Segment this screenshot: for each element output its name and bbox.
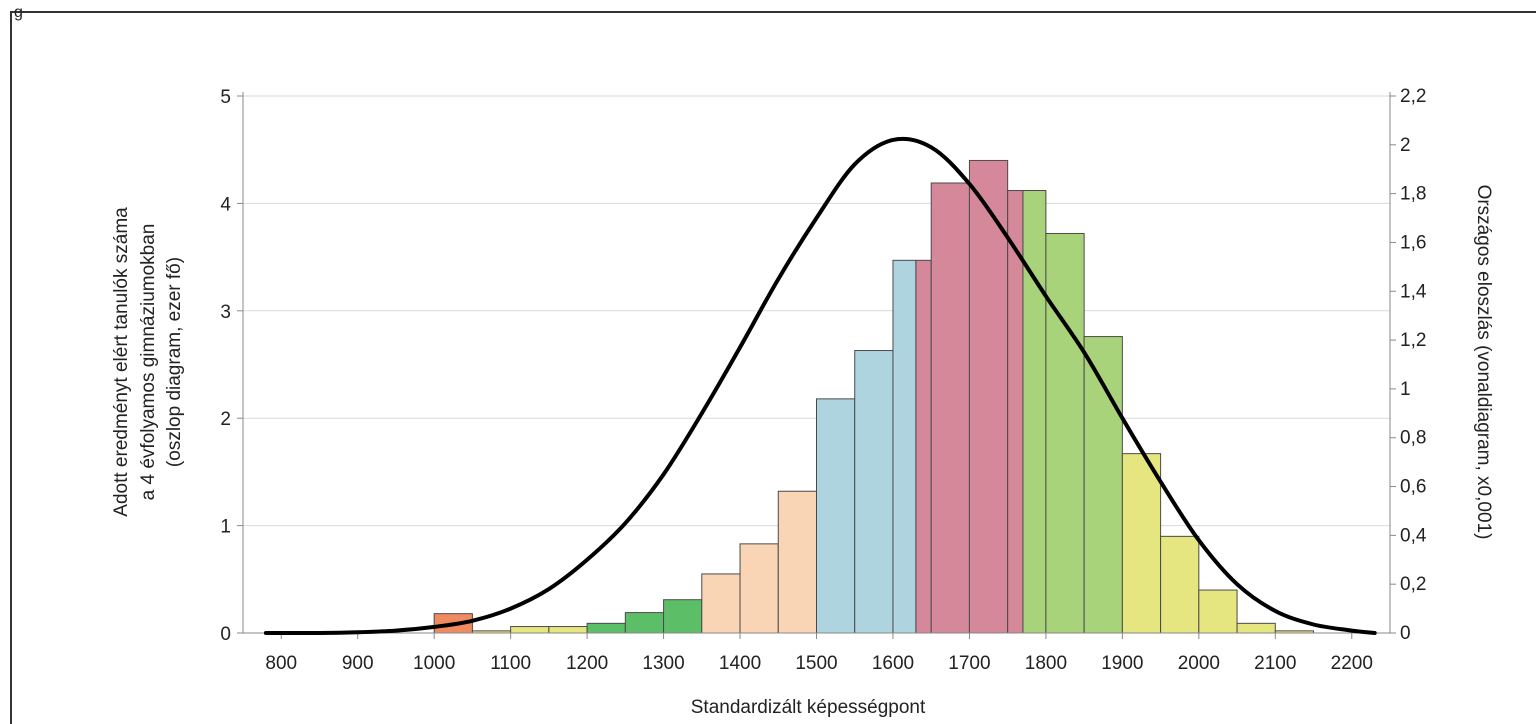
y2-tick-label-3: 0,6 [1400,477,1426,498]
y-tick-label-5: 5 [220,87,231,108]
bar-2050-2100 [1236,622,1276,634]
bar-1630-1650 [915,259,932,634]
bar-1770-1800 [1022,190,1047,634]
bar-1300-1350 [663,599,703,634]
y2-axis-title: Országos eloszlás (vonaldiagram, x0,001) [1473,185,1494,540]
y-tick-label-0: 0 [220,624,231,645]
x-tick-label-13: 2100 [1254,653,1296,674]
y-axis-title-line-2: a 4 évfolyamos gimnáziumokban [138,224,159,501]
x-tick-label-6: 1400 [719,653,761,674]
tick-labels: 0 1 2 3 4 5 0 0,2 0,4 0,6 0,8 1 1,2 1,4 1,6 1,8 2 2,2 800 9… [220,86,1426,674]
y2-tick-label-7: 1,4 [1400,281,1427,302]
y-tick-label-1: 1 [220,517,231,538]
bar-1400-1450 [739,543,779,634]
y2-tick-label-9: 1,8 [1400,184,1426,205]
bar-1550-1600 [854,350,894,634]
bar-1800-1850 [1045,232,1085,634]
y2-tick-label-6: 1,2 [1400,330,1426,351]
x-axis-title: Standardizált képességpont [691,697,926,718]
x-tick-label-7: 1500 [795,653,837,674]
x-tick-label-10: 1800 [1025,653,1067,674]
y-tick-label-4: 4 [220,194,231,215]
distribution-curve-group [263,136,1377,636]
bar-1450-1500 [777,490,817,634]
bar-1200-1250 [586,622,626,634]
x-tick-label-3: 1100 [490,653,531,674]
y2-tick-label-1: 0,2 [1400,574,1426,595]
y2-tick-label-10: 2 [1400,135,1411,156]
chart-frame: g [10,4,1536,724]
corner-label: g [14,4,23,21]
x-tick-label-0: 800 [265,653,297,674]
y2-tick-label-0: 0 [1400,623,1411,644]
distribution-curve [263,136,1377,636]
y-axis-title-line-3: (oszlop diagram, ezer fő) [164,257,185,467]
y2-tick-label-4: 0,8 [1400,428,1426,449]
y2-tick-label-5: 1 [1400,379,1411,400]
bar-2000-2050 [1198,589,1238,634]
bar-1350-1400 [701,573,741,634]
x-tick-label-8: 1600 [872,653,914,674]
bar-1500-1550 [816,398,856,634]
x-tick-label-11: 1900 [1101,653,1143,674]
bars [433,159,1315,634]
x-tick-label-4: 1200 [566,653,608,674]
y-tick-label-2: 2 [220,409,231,430]
y-tick-label-3: 3 [220,302,231,323]
x-tick-label-14: 2200 [1331,653,1373,674]
bar-1100-1150 [510,626,550,634]
bar-1150-1200 [548,626,588,634]
x-tick-label-12: 2000 [1178,653,1220,674]
x-tick-label-1: 900 [342,653,374,674]
bar-1700-1750 [968,159,1009,634]
y2-tick-label-11: 2,2 [1400,86,1426,107]
x-tick-label-9: 1700 [948,653,990,674]
bar-1900-1950 [1121,453,1162,634]
x-tick-label-5: 1300 [642,653,684,674]
bar-1950-2000 [1160,535,1200,634]
y2-tick-label-2: 0,4 [1400,525,1427,546]
bar-1650-1700 [930,182,970,634]
y-axis-title-line-1: Adott eredményt elért tanulók száma [111,207,132,517]
bar-1250-1300 [624,612,665,634]
axes [237,92,1396,639]
y2-tick-label-8: 1,6 [1400,232,1426,253]
bar-1600-1630 [892,259,917,634]
x-tick-label-2: 1000 [413,653,455,674]
